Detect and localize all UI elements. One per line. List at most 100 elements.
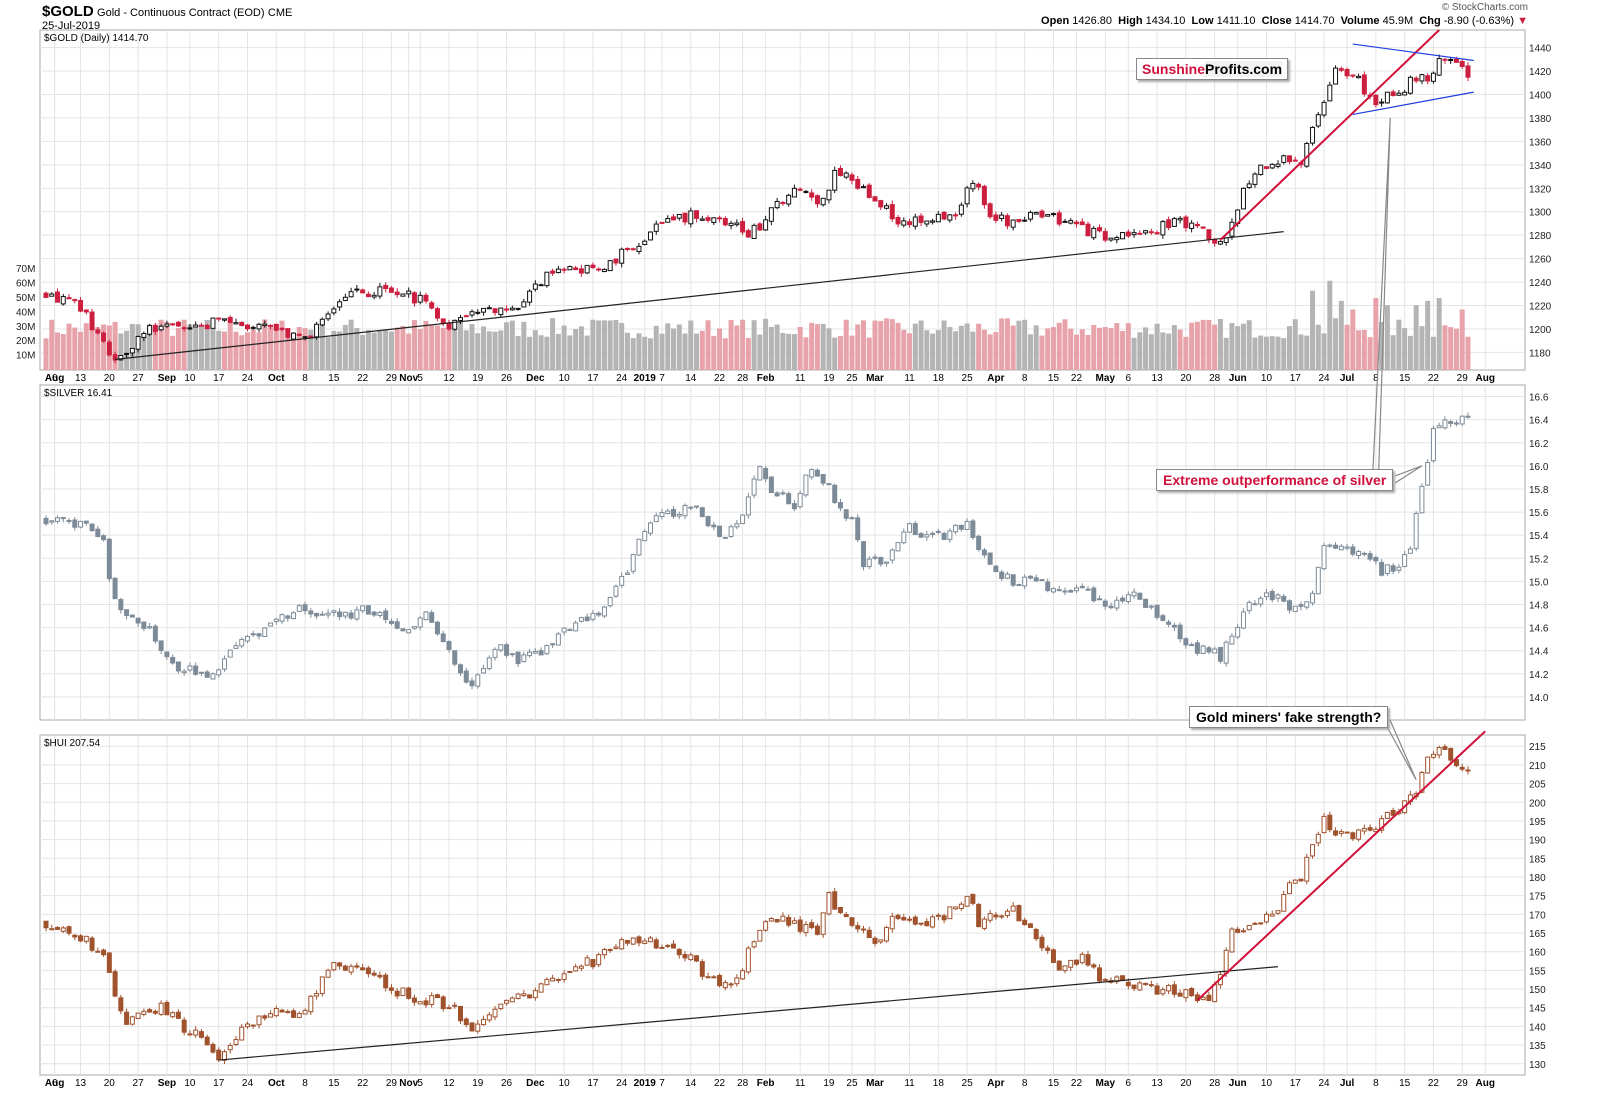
candle-body <box>509 307 515 311</box>
volume-bar <box>1453 328 1459 370</box>
candle-body <box>210 1043 216 1053</box>
volume-bar <box>826 328 832 370</box>
volume-bar <box>647 338 653 370</box>
candle-body <box>630 554 636 572</box>
volume-bar <box>129 324 135 370</box>
trendline-support <box>218 966 1279 1061</box>
candle-body <box>1235 626 1241 638</box>
candle-body <box>567 628 573 631</box>
candle-body <box>803 474 809 496</box>
candle-body <box>814 195 820 205</box>
candle-body <box>446 641 452 650</box>
volume-bar <box>671 328 677 370</box>
volume-bar <box>884 318 890 370</box>
candle-body <box>884 927 890 942</box>
x-tick-label: May <box>1096 1078 1116 1089</box>
candle-body <box>55 926 61 930</box>
candle-body <box>164 323 170 327</box>
silver-callout-text: Extreme outperformance of silver <box>1163 472 1387 488</box>
candle-body <box>118 355 124 361</box>
candle-body <box>1050 213 1056 216</box>
volume-bar <box>722 338 728 370</box>
candle-body <box>187 665 193 671</box>
brand-box: SunshineProfits.com <box>1136 58 1289 80</box>
candle-body <box>1281 894 1287 912</box>
volume-bar <box>1246 320 1252 370</box>
candle-body <box>1304 601 1310 608</box>
candle-body <box>377 612 383 617</box>
candle-body <box>1356 75 1362 79</box>
candle-body <box>550 270 556 274</box>
candle-body <box>642 530 648 542</box>
candle-body <box>60 296 66 305</box>
x-tick-label: 12 <box>443 1078 455 1089</box>
candle-body <box>1217 646 1223 662</box>
y-tick-label: 1200 <box>1529 325 1552 336</box>
candle-body <box>181 327 187 330</box>
candle-body <box>1033 928 1039 940</box>
y-tick-label: 1280 <box>1529 231 1552 242</box>
candle-body <box>429 612 435 623</box>
candle-body <box>66 297 72 300</box>
volume-bar <box>1102 326 1108 370</box>
candle-body <box>1097 967 1103 982</box>
x-tick-label: 10 <box>184 1078 196 1089</box>
candle-body <box>1459 415 1465 425</box>
candle-body <box>1413 512 1419 549</box>
candle-body <box>1384 91 1390 104</box>
candle-body <box>1194 223 1200 227</box>
candle-body <box>434 621 440 635</box>
x-tick-label: Nov <box>399 1078 418 1089</box>
x-tick-label: 15 <box>328 1078 340 1089</box>
volume-label: Volume <box>1340 15 1380 27</box>
candle-body <box>832 891 838 910</box>
candle-body <box>1396 566 1402 571</box>
x-tick-label: 11 <box>795 1078 806 1089</box>
candle-body <box>78 520 84 528</box>
y-tick-label: 15.0 <box>1529 577 1549 588</box>
volume-bar <box>1287 326 1293 370</box>
candle-body <box>394 621 400 629</box>
candle-body <box>1004 910 1010 916</box>
candle-body <box>1402 554 1408 567</box>
x-tick-label: 17 <box>587 373 599 384</box>
exchange: CME <box>267 7 293 19</box>
candle-body <box>1079 953 1085 964</box>
x-tick-label: 13 <box>75 1078 87 1089</box>
y-tick-label: 15.8 <box>1529 485 1549 496</box>
candle-body <box>1131 591 1137 597</box>
candle-body <box>665 510 671 515</box>
volume-bar <box>1189 322 1195 370</box>
candle-body <box>780 492 786 495</box>
volume-bar <box>619 322 625 370</box>
candle-body <box>458 317 464 321</box>
candle-body <box>884 561 890 564</box>
candle-body <box>175 661 181 672</box>
volume-bar <box>1229 322 1235 370</box>
candle-body <box>981 918 987 929</box>
volume-bar <box>423 320 429 370</box>
volume-bar <box>481 326 487 370</box>
candle-body <box>820 474 826 484</box>
volume-bar <box>797 326 803 370</box>
candle-body <box>325 313 331 320</box>
volume-bar <box>751 320 757 370</box>
volume-bar <box>1292 319 1298 370</box>
candle-body <box>164 1001 170 1016</box>
candle-body <box>1298 878 1304 882</box>
x-tick-label: 22 <box>714 1078 726 1089</box>
close-label: Close <box>1261 15 1292 27</box>
candle-body <box>1016 219 1022 222</box>
candle-body <box>314 993 320 997</box>
candle-body <box>619 939 625 950</box>
y-tick-label: 14.4 <box>1529 647 1549 658</box>
volume-bar <box>1022 319 1028 370</box>
candle-body <box>832 169 838 191</box>
volume-bar <box>1166 333 1172 370</box>
candle-body <box>970 182 976 190</box>
volume-bar <box>849 335 855 370</box>
candle-body <box>1425 461 1431 486</box>
candle-body <box>555 978 561 981</box>
volume-bar <box>532 330 538 370</box>
